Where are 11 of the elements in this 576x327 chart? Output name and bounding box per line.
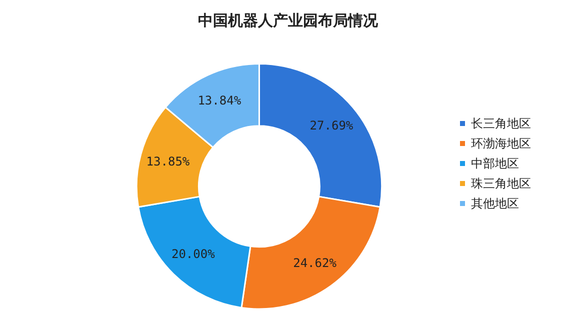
data-label: 13.84% [198,94,242,108]
data-label: 20.00% [171,247,216,262]
legend-label: 中部地区 [471,156,519,170]
legend-label: 环渤海地区 [471,136,531,150]
chart-title: 中国机器人产业园布局情况 [198,12,379,30]
data-label: 13.85% [146,154,190,169]
data-label: 27.69% [310,118,354,132]
data-label: 24.62% [293,256,338,270]
legend-label: 珠三角地区 [471,176,531,190]
legend-label: 长三角地区 [471,116,531,130]
legend-label: 其他地区 [471,196,519,210]
